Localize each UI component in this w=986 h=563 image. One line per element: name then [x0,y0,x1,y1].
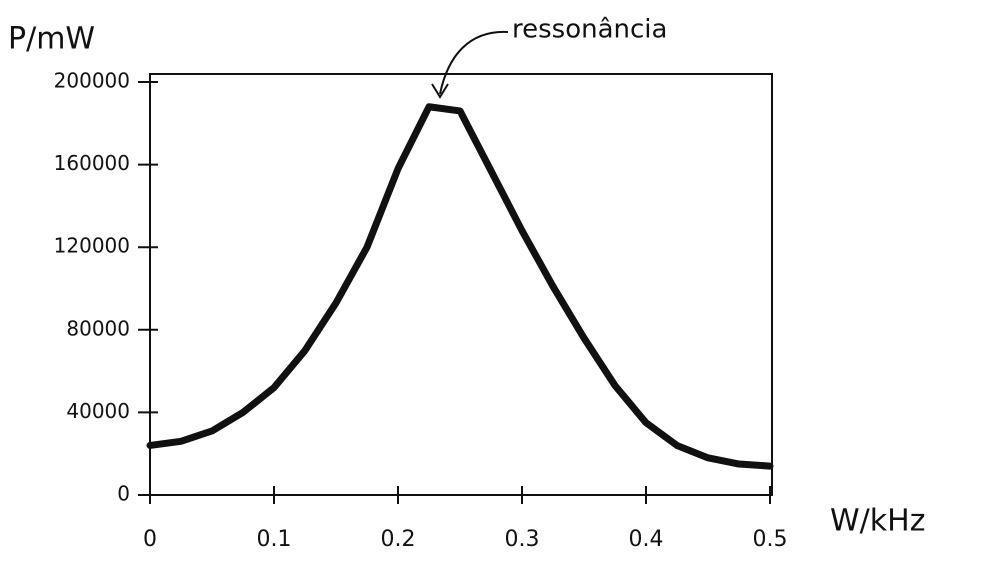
y-tick-label: 160000 [54,151,130,175]
x-tick-label: 0.5 [753,527,788,552]
annotation-arrowhead [431,83,449,99]
x-tick-label: 0.2 [381,527,416,552]
y-tick-label: 80000 [66,316,130,340]
line [146,103,774,470]
y-axis-label: P/mW [8,22,95,57]
x-tick-label: 0 [143,527,157,552]
x-axis-label: W/kHz [830,504,925,539]
y-tick-label: 0 [117,482,130,506]
y-tick-label: 40000 [66,399,130,423]
annotation: ressonância [512,15,667,45]
annotation-arrow [439,30,509,95]
y-tick-label: 200000 [54,69,130,93]
x-tick-label: 0.4 [629,527,664,552]
x-tick-label: 0.1 [257,527,292,552]
y-tick-label: 120000 [54,234,130,258]
plot-frame [149,73,773,496]
x-tick-label: 0.3 [505,527,540,552]
